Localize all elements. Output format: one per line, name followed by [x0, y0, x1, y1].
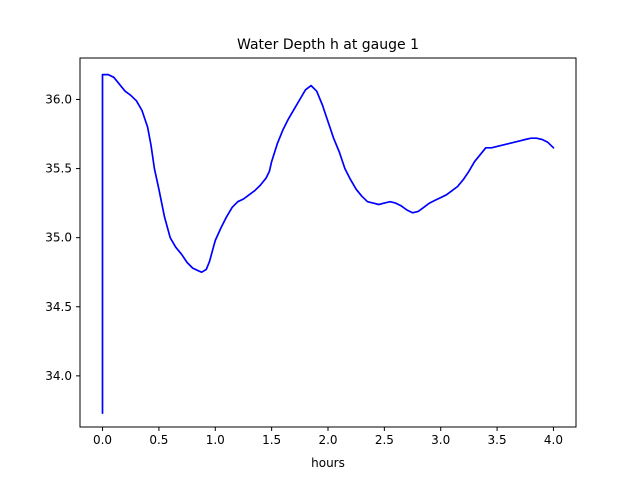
x-tick-label: 2.5 [375, 433, 394, 447]
y-tick-label: 34.5 [45, 300, 72, 314]
series-line [101, 73, 555, 415]
x-tick-label: 2.0 [318, 433, 337, 447]
x-tick-label: 3.5 [488, 433, 507, 447]
x-tick-label: 1.0 [206, 433, 225, 447]
y-axis: 34.0 34.5 35.0 35.5 36.0 [45, 92, 80, 383]
x-axis: 0.0 0.5 1.0 1.5 2.0 2.5 3.0 3.5 4.0 [93, 427, 563, 447]
x-axis-label: hours [311, 456, 345, 470]
y-tick-label: 36.0 [45, 92, 72, 106]
x-tick-label: 4.0 [544, 433, 563, 447]
chart-title: Water Depth h at gauge 1 [237, 37, 419, 53]
plot-area [79, 57, 577, 428]
y-tick-label: 34.0 [45, 369, 72, 383]
series-layer [101, 73, 555, 415]
y-tick-label: 35.0 [45, 231, 72, 245]
x-tick-label: 1.5 [262, 433, 281, 447]
x-tick-label: 0.5 [149, 433, 168, 447]
y-tick-label: 35.5 [45, 162, 72, 176]
x-tick-label: 3.0 [431, 433, 450, 447]
x-tick-label: 0.0 [93, 433, 112, 447]
